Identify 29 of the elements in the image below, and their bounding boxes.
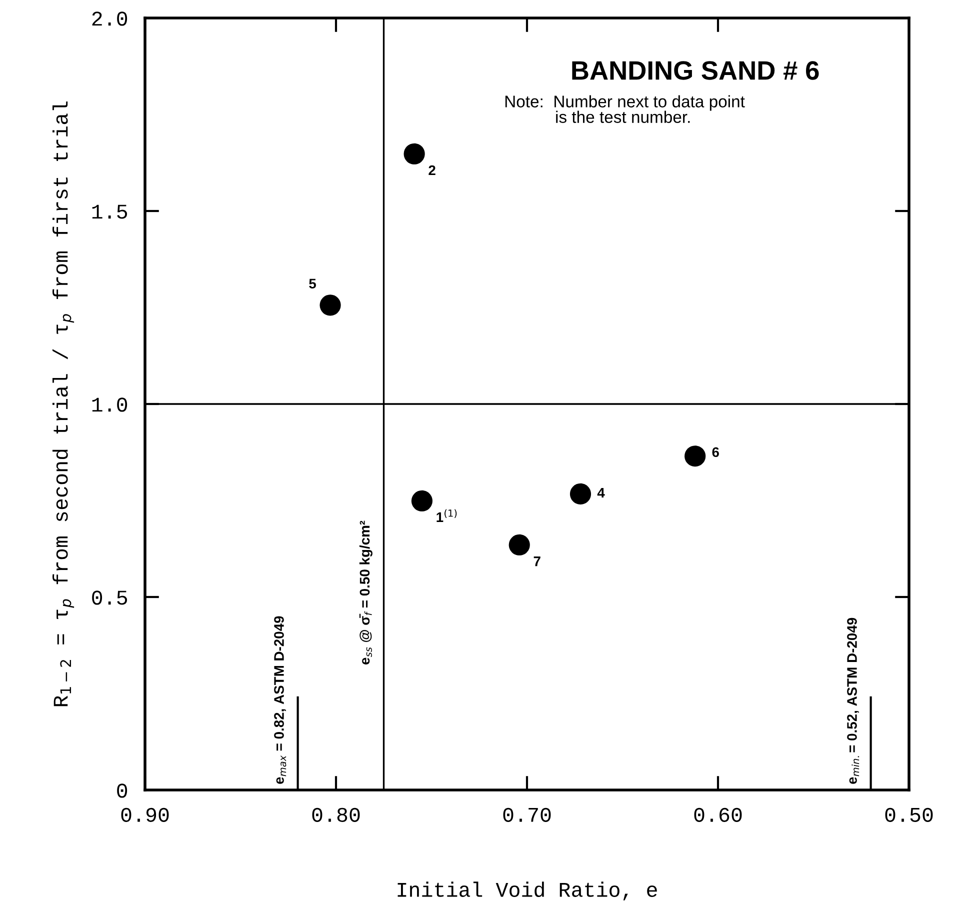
x-tick-label: 0.80 xyxy=(312,808,360,822)
text: BANDING SAND # 6 xyxy=(572,61,819,80)
ref-line-label: e$_{min.}$= 0.52, ASTM D-2049 xyxy=(847,618,860,784)
x-tick-label: 0.90 xyxy=(121,808,169,822)
point xyxy=(320,294,341,316)
y-tick-label: 1.5 xyxy=(92,204,128,219)
x-tick-label: 0.60 xyxy=(694,808,742,822)
x-tick-label: 0.50 xyxy=(885,808,933,822)
annotation: 4 xyxy=(597,488,605,498)
point xyxy=(508,534,530,556)
ref-line-label: e$_{max}$ = 0.82, ASTM D-2049 xyxy=(274,616,286,784)
annotation: 5 xyxy=(309,278,316,289)
annotation: e$_{ss}$ @ σ̄$_{f}$ = 0.50 kg/cm² xyxy=(359,520,372,664)
annotation: 1$^{(1)}$ xyxy=(436,509,457,522)
point xyxy=(684,446,706,467)
annotation: Note: Number next to data point is the test number. xyxy=(505,95,745,123)
y-tick-label: 0 xyxy=(117,784,128,798)
x-axis-title: Initial Void Ratio, e xyxy=(398,882,657,900)
y-tick-label: 2.0 xyxy=(92,12,128,26)
point xyxy=(411,490,432,512)
x-tick-label: 0.70 xyxy=(503,808,551,822)
point xyxy=(570,483,592,504)
y-tick-label: 0.5 xyxy=(92,590,128,605)
annotation: 2 xyxy=(428,165,436,176)
annotation: 7 xyxy=(534,556,540,566)
y-axis-title: R$_{1−2}$ = τ$_{p}$ from second trial / τ$_{p}$ from first trial xyxy=(52,102,74,706)
point xyxy=(404,143,425,164)
annotation: 6 xyxy=(712,447,719,458)
y-tick-label: 1.0 xyxy=(92,398,128,412)
